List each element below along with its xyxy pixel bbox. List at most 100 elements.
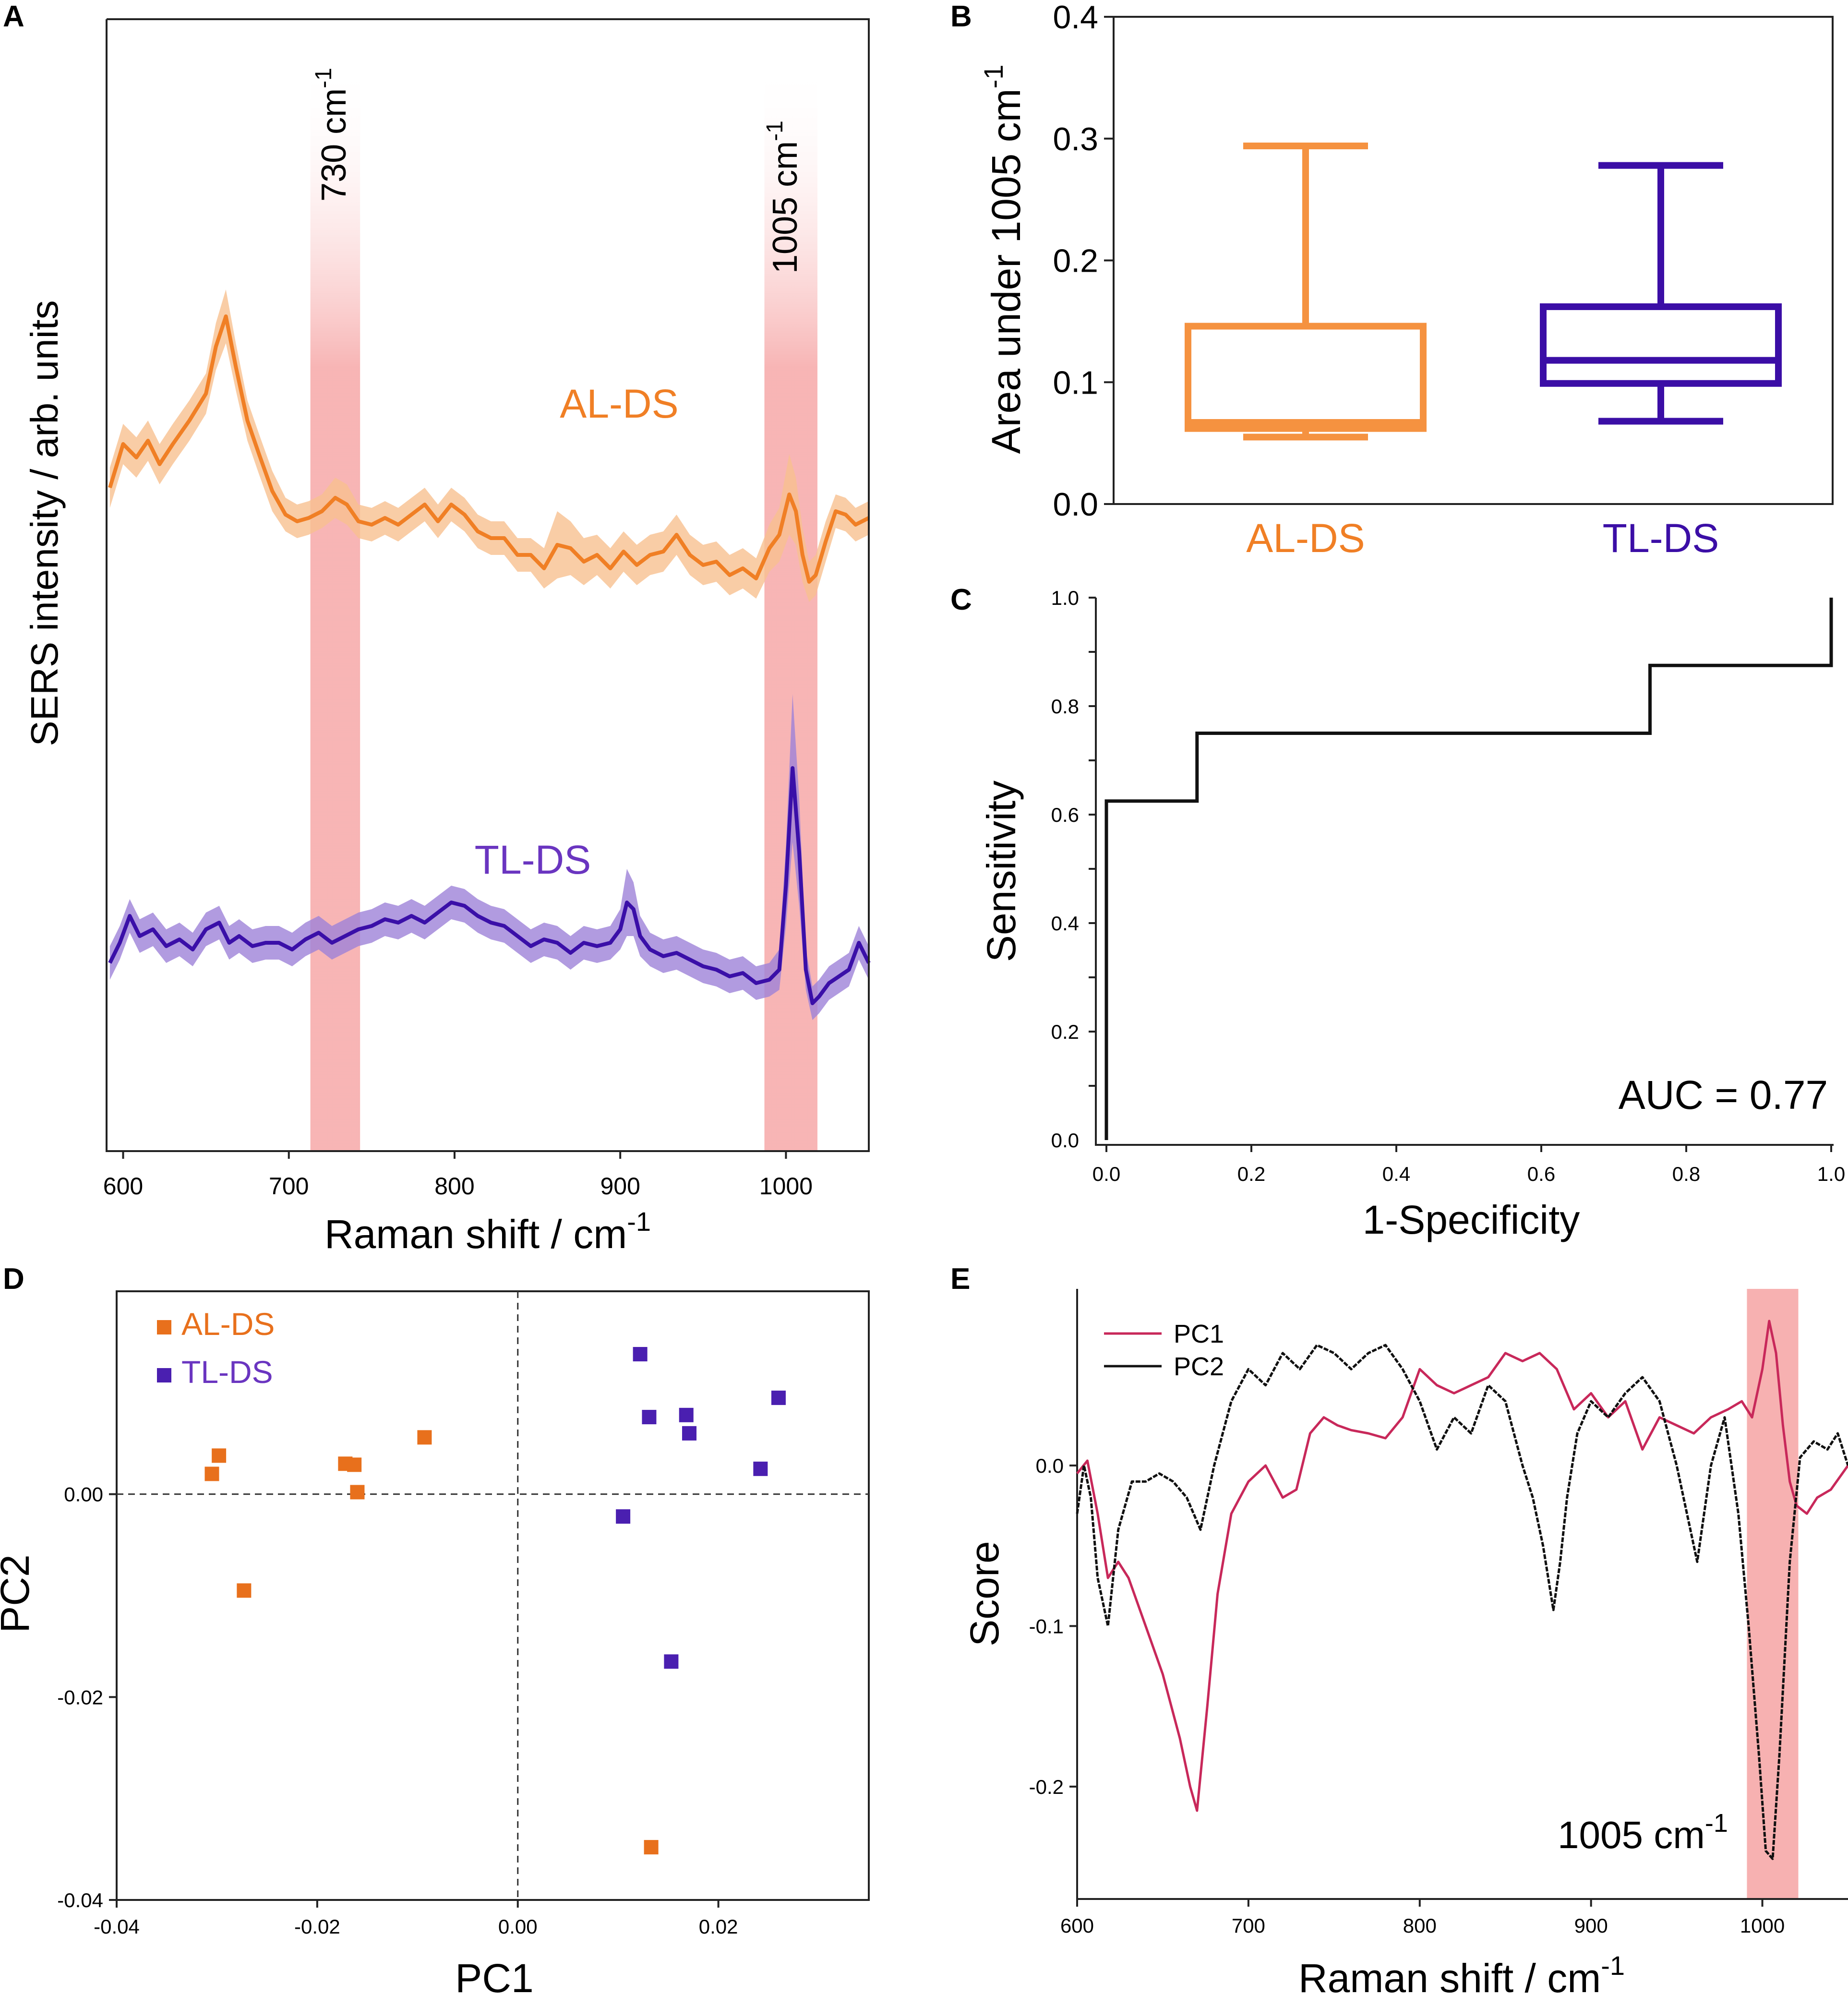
y-tick-label-0.1: 0.1 [1053, 364, 1098, 401]
point-tl-ds-3 [682, 1426, 696, 1441]
x-tick-label-900: 900 [1574, 1914, 1608, 1937]
std-bands [110, 289, 869, 1020]
y-tick-label-0.00: 0.00 [64, 1483, 103, 1506]
x-tick-label-600: 600 [1060, 1914, 1094, 1937]
x-tick-label--0.04: -0.04 [94, 1915, 140, 1938]
highlight-band-0 [311, 62, 360, 1151]
y-tick-label-0.0: 0.0 [1036, 1454, 1064, 1477]
panel-b: B 0.0 0.1 0.2 0.3 0.4 AL-DS TL-DS Area under… [950, 0, 1833, 561]
x-tick-label-900: 900 [600, 1173, 640, 1200]
band-label-1005: 1005 cm-1 [762, 120, 804, 274]
point-tl-ds-6 [616, 1509, 630, 1524]
y-axis-title: Sensitivity [979, 781, 1024, 962]
point-tl-ds-0 [633, 1347, 648, 1361]
legend-label-pc1: PC1 [1174, 1320, 1224, 1348]
point-tl-ds-7 [664, 1654, 678, 1669]
legend-label-al-ds: AL-DS [181, 1306, 275, 1342]
roc-step-line [1106, 598, 1831, 1140]
x-tick-label-700: 700 [269, 1173, 309, 1200]
panel-a: A 600 700 800 900 1000 Raman shift / cm-1 SE… [3, 0, 869, 1257]
point-tl-ds-5 [753, 1462, 768, 1476]
auc-annotation: AUC = 0.77 [1619, 1072, 1828, 1118]
x-tick-label-0.02: 0.02 [699, 1915, 738, 1938]
x-tick-label-0.2: 0.2 [1237, 1163, 1265, 1185]
legend-marker-al-ds [157, 1320, 171, 1334]
point-al-ds-2 [237, 1583, 251, 1598]
iqr-box [1188, 326, 1423, 429]
box-al-ds [1188, 146, 1423, 437]
y-tick-label-0.0: 0.0 [1053, 486, 1098, 523]
y-tick-label-0.4: 0.4 [1053, 0, 1098, 36]
y-axis-title: Score [962, 1541, 1007, 1646]
point-tl-ds-4 [771, 1391, 786, 1405]
x-tick-label-800: 800 [434, 1173, 474, 1200]
highlight-band-rect [1747, 1289, 1798, 1899]
axes [1096, 598, 1834, 1145]
x-axis-title: PC1 [455, 1956, 533, 1995]
x-tick-label-1000: 1000 [1740, 1914, 1785, 1937]
x-ticks: 600 700 800 900 1000 [103, 1151, 813, 1200]
y-tick-label--0.1: -0.1 [1029, 1615, 1064, 1637]
point-tl-ds-1 [642, 1410, 656, 1424]
panel-c: C 0.0 0.2 0.4 0.6 0.8 1.0 0.0 0.2 0.4 0.6 0.8 1.0 A… [950, 583, 1845, 1242]
x-tick-label-0.4: 0.4 [1382, 1163, 1410, 1185]
scatter-points [204, 1347, 785, 1854]
x-tick-label-0.0: 0.0 [1092, 1163, 1120, 1185]
ticks: -0.04 -0.02 0.00 0.02 -0.04 -0.02 0.00 [57, 1483, 738, 1938]
ticks: 600 700 800 900 1000 0.0 -0.1 -0.2 [1029, 1454, 1785, 1937]
panel-letter-b: B [950, 0, 972, 33]
y-axis-title: SERS intensity / arb. units [23, 300, 66, 746]
point-tl-ds-2 [679, 1408, 694, 1422]
point-al-ds-6 [417, 1430, 432, 1444]
x-tick-label-0.8: 0.8 [1672, 1163, 1700, 1185]
y-tick-label-0.2: 0.2 [1051, 1021, 1079, 1043]
std-band-al-ds [110, 289, 869, 602]
box-tl-ds [1543, 166, 1778, 421]
panel-e: E 600 700 800 900 1000 0.0 -0.1 -0.2 PC1 PC2 10… [950, 1262, 1848, 1995]
loadings [1077, 1321, 1848, 1859]
y-tick-label-0.2: 0.2 [1053, 243, 1098, 279]
roc-curve [1106, 598, 1831, 1140]
y-ticks: 0.0 0.1 0.2 0.3 0.4 [1053, 0, 1114, 523]
mean-spectra [110, 316, 869, 1003]
point-al-ds-0 [204, 1466, 219, 1481]
y-tick-label--0.2: -0.2 [1029, 1776, 1064, 1798]
x-tick-label-700: 700 [1232, 1914, 1265, 1937]
x-axis-title: Raman shift / cm-1 [324, 1206, 651, 1257]
x-tick-label-0.00: 0.00 [498, 1915, 538, 1938]
y-axis-title: PC2 [0, 1554, 37, 1633]
series-label-al-ds: AL-DS [560, 381, 678, 426]
category-label-al-ds: AL-DS [1246, 516, 1365, 561]
panel-letter-e: E [950, 1262, 970, 1296]
panel-d: D -0.04 -0.02 0.00 0.02 -0.04 -0.02 0.00 AL-DS… [0, 1262, 869, 1995]
panel-letter-a: A [3, 0, 24, 33]
x-axis-title: 1-Specificity [1363, 1197, 1580, 1242]
panel-letter-d: D [3, 1262, 24, 1296]
figure: A 600 700 800 900 1000 Raman shift / cm-1 SE… [0, 0, 1848, 1995]
y-tick-label--0.04: -0.04 [57, 1889, 103, 1911]
y-tick-label-0.3: 0.3 [1053, 121, 1098, 157]
x-axis-title: Raman shift / cm-1 [1298, 1950, 1625, 1995]
x-tick-label-0.6: 0.6 [1527, 1163, 1555, 1185]
y-tick-label-1.0: 1.0 [1051, 587, 1079, 609]
y-tick-label-0.0: 0.0 [1051, 1129, 1079, 1152]
point-al-ds-7 [644, 1840, 659, 1854]
legend-marker-tl-ds [157, 1368, 171, 1382]
y-tick-label-0.6: 0.6 [1051, 804, 1079, 826]
x-tick-label-1.0: 1.0 [1817, 1163, 1845, 1185]
panel-letter-c: C [950, 583, 972, 616]
y-axis-title: Area under 1005 cm-1 [978, 65, 1029, 454]
loading-line-pc1 [1077, 1321, 1848, 1811]
point-al-ds-1 [212, 1448, 226, 1463]
x-tick-label-600: 600 [103, 1173, 143, 1200]
loading-line-pc2 [1077, 1345, 1848, 1859]
y-tick-label--0.02: -0.02 [57, 1686, 103, 1708]
y-tick-label-0.4: 0.4 [1051, 912, 1079, 935]
x-tick-label-800: 800 [1403, 1914, 1437, 1937]
band-label-1005: 1005 cm-1 [1558, 1809, 1728, 1856]
series-label-tl-ds: TL-DS [475, 837, 591, 882]
y-tick-label-0.8: 0.8 [1051, 695, 1079, 718]
x-tick-label-1000: 1000 [759, 1173, 813, 1200]
iqr-box [1543, 307, 1778, 384]
boxes [1188, 146, 1778, 437]
